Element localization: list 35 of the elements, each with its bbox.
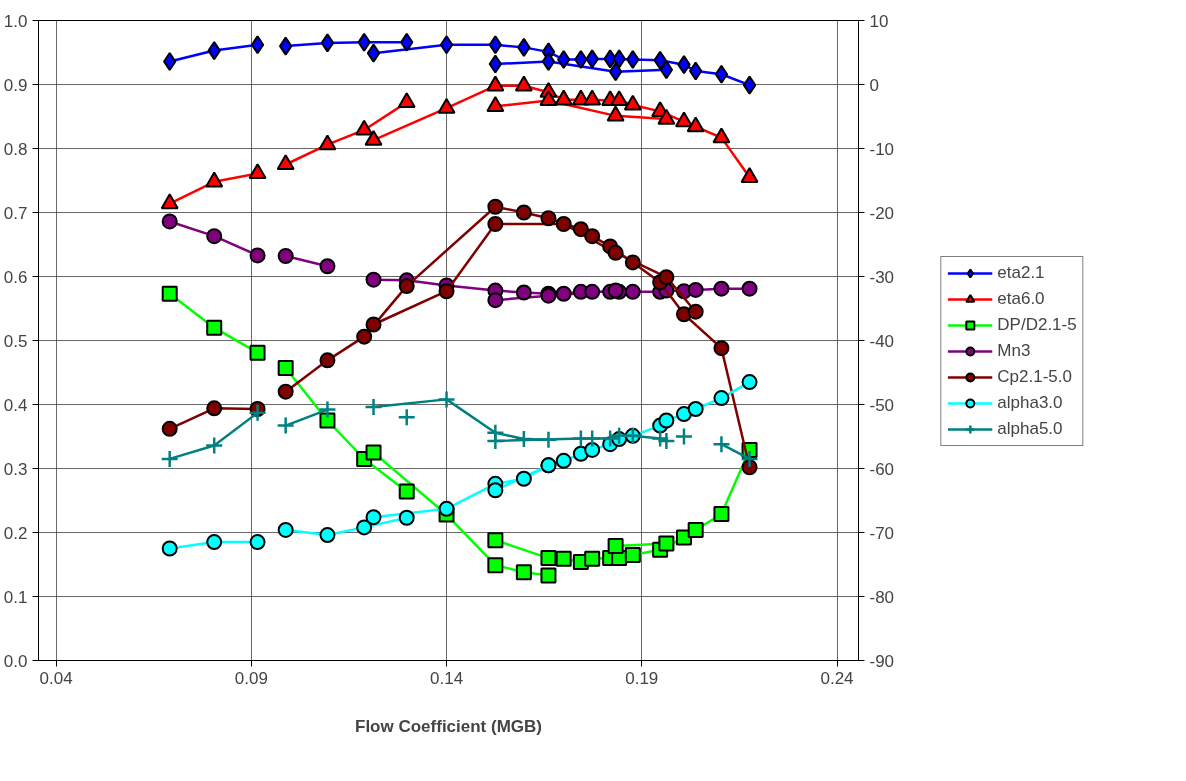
legend-label: Cp2.1-5.0 bbox=[997, 367, 1072, 387]
x-tick-label: 0.14 bbox=[430, 668, 464, 688]
legend-label: eta6.0 bbox=[997, 289, 1045, 309]
y2-tick-label: -80 bbox=[869, 587, 895, 607]
y-tick-label: 0.5 bbox=[3, 331, 28, 351]
y2-tick-label: -90 bbox=[869, 651, 895, 671]
x-tick-label: 0.04 bbox=[39, 668, 73, 688]
y2-tick-label: -70 bbox=[869, 523, 895, 543]
y-tick-label: 0.4 bbox=[3, 395, 28, 415]
y-tick-label: 0.1 bbox=[3, 587, 28, 607]
legend-label: eta2.1 bbox=[997, 263, 1045, 283]
x-axis-title: Flow Coefficient (MGB) bbox=[355, 716, 542, 736]
y-tick-label: 0.0 bbox=[3, 651, 28, 671]
y-tick-label: 1.0 bbox=[3, 11, 28, 31]
y-tick-label: 0.6 bbox=[3, 267, 28, 287]
y-tick-label: 0.8 bbox=[3, 139, 28, 159]
legend-label: alpha3.0 bbox=[997, 393, 1063, 413]
y-tick-label: 0.3 bbox=[3, 459, 28, 479]
legend-label: Mn3 bbox=[997, 341, 1031, 361]
y2-tick-label: 0 bbox=[869, 75, 879, 95]
x-tick-label: 0.09 bbox=[234, 668, 268, 688]
y-tick-label: 0.7 bbox=[3, 203, 28, 223]
x-tick-label: 0.24 bbox=[820, 668, 854, 688]
y2-tick-label: 10 bbox=[869, 11, 889, 31]
y2-tick-label: -60 bbox=[869, 459, 895, 479]
y-tick-label: 0.2 bbox=[3, 523, 28, 543]
legend-label: DP/D2.1-5 bbox=[997, 315, 1077, 335]
y-tick-label: 0.9 bbox=[3, 75, 28, 95]
x-tick-label: 0.19 bbox=[625, 668, 659, 688]
y2-tick-label: -20 bbox=[869, 203, 895, 223]
legend-label: alpha5.0 bbox=[997, 419, 1063, 439]
y2-tick-label: -50 bbox=[869, 395, 895, 415]
y2-tick-label: -40 bbox=[869, 331, 895, 351]
y2-tick-label: -10 bbox=[869, 139, 895, 159]
y2-tick-label: -30 bbox=[869, 267, 895, 287]
